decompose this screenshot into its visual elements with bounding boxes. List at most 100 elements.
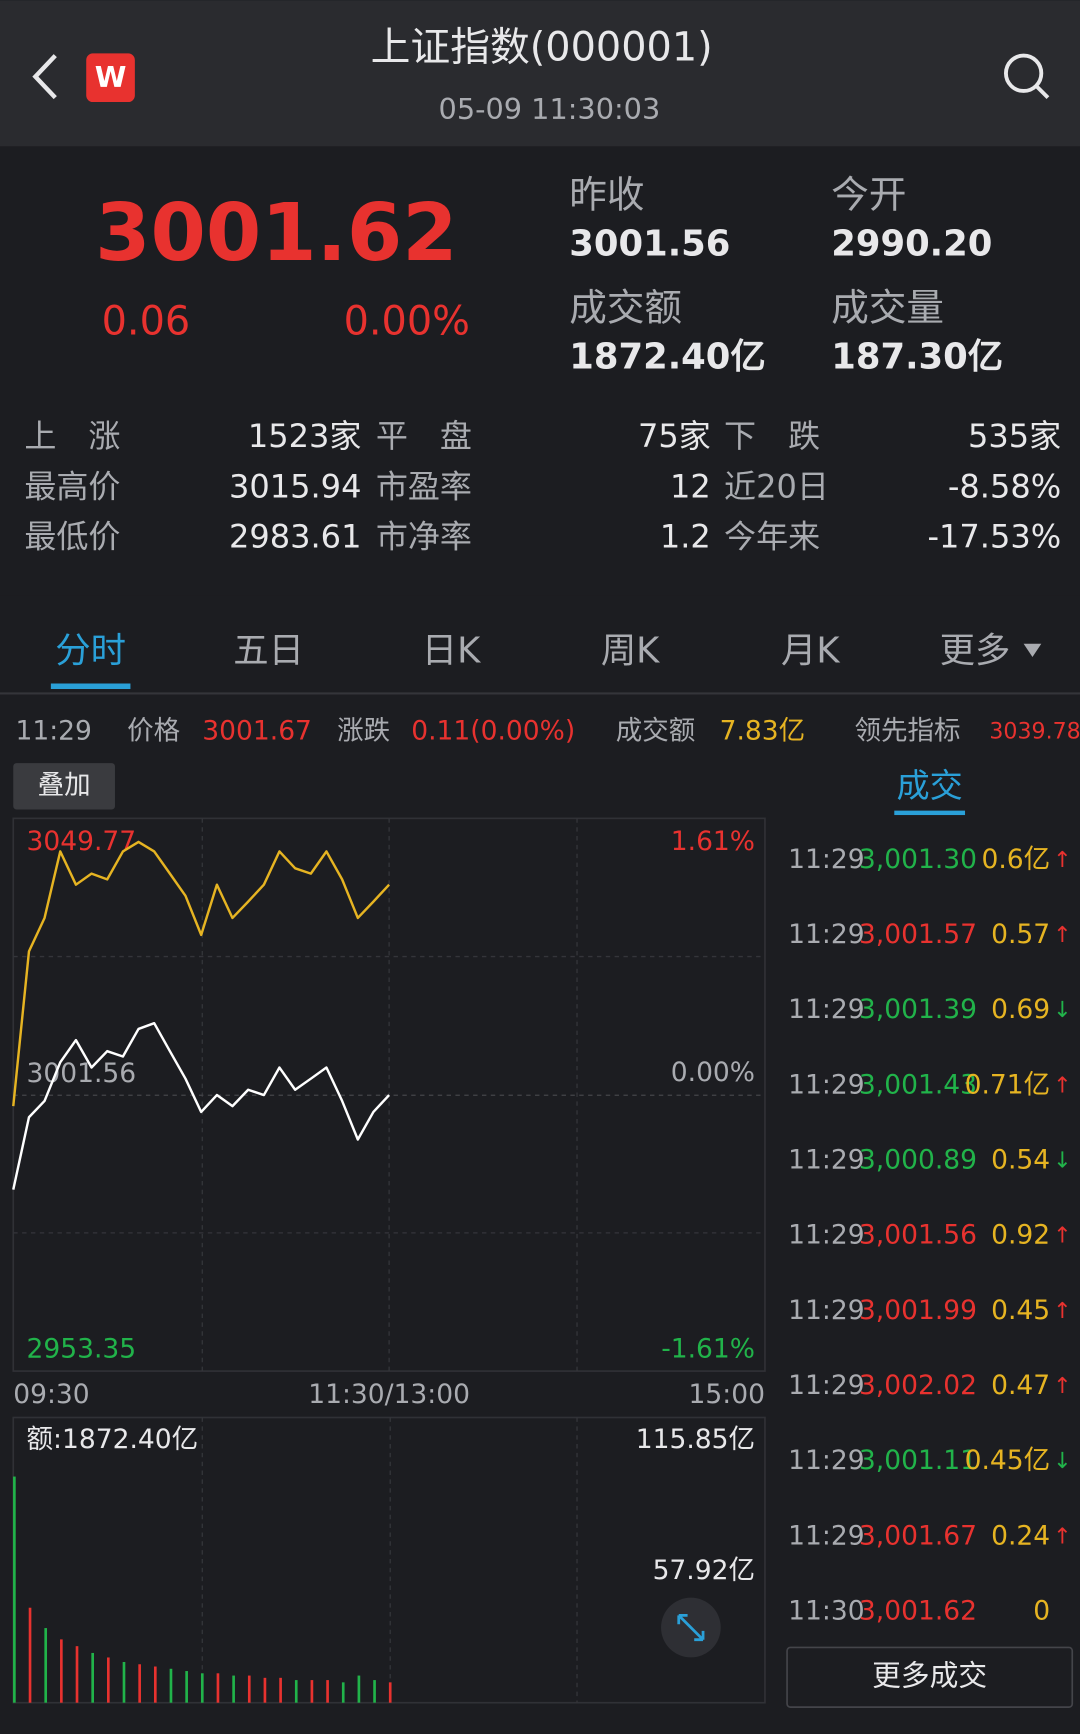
crosshair-change-label: 涨跌 bbox=[337, 716, 390, 747]
trade-time: 11:29 bbox=[788, 1295, 864, 1326]
stat-value: 2990.20 bbox=[831, 224, 992, 265]
volume-bar bbox=[247, 1675, 251, 1703]
trade-price: 3,001.56 bbox=[859, 1220, 977, 1251]
volume-bar bbox=[13, 1476, 16, 1703]
price-change: 0.06 bbox=[102, 299, 191, 345]
trade-time: 11:30 bbox=[788, 1596, 864, 1627]
market-label: 市净率 bbox=[376, 518, 472, 556]
tab[interactable]: 月K bbox=[781, 631, 840, 672]
volume-bar bbox=[373, 1680, 376, 1703]
trade-volume: 0.71亿 bbox=[965, 1069, 1051, 1100]
volume-bar bbox=[122, 1661, 126, 1703]
tab[interactable]: 分时 bbox=[55, 631, 126, 672]
last-price: 3001.62 bbox=[95, 186, 457, 279]
stat-label: 成交额 bbox=[569, 285, 682, 329]
more-trades-label: 更多成交 bbox=[872, 1658, 987, 1692]
trade-volume: 0.6亿 bbox=[981, 844, 1050, 875]
header-bar bbox=[0, 0, 1080, 147]
search-button[interactable] bbox=[1004, 53, 1050, 99]
trade-price: 3,000.89 bbox=[859, 1145, 977, 1176]
crosshair-lead: 3039.78 bbox=[989, 719, 1080, 745]
trade-price: 3,001.62 bbox=[859, 1596, 977, 1627]
y-min-label: 2953.35 bbox=[27, 1334, 137, 1365]
price-line bbox=[12, 1021, 391, 1190]
trade-price: 3,001.99 bbox=[859, 1295, 977, 1326]
trade-price: 3,001.43 bbox=[859, 1069, 977, 1100]
volume-bar bbox=[388, 1682, 392, 1703]
crosshair-price-label: 价格 bbox=[127, 716, 180, 747]
market-value: -17.53% bbox=[927, 518, 1061, 556]
volume-bar bbox=[279, 1677, 282, 1703]
trade-time: 11:29 bbox=[788, 844, 864, 875]
market-value: -8.58% bbox=[948, 467, 1061, 505]
crosshair-time: 11:29 bbox=[15, 716, 91, 747]
market-value: 535家 bbox=[968, 417, 1061, 455]
back-button[interactable] bbox=[32, 54, 57, 100]
volume-bar bbox=[232, 1675, 235, 1703]
more-caret bbox=[1023, 643, 1042, 657]
trades-tab-underline bbox=[894, 810, 966, 816]
expand-button[interactable] bbox=[661, 1597, 721, 1658]
volume-bar bbox=[107, 1657, 110, 1703]
stat-label: 昨收 bbox=[569, 173, 644, 217]
market-label: 平 盘 bbox=[376, 417, 472, 455]
trade-time: 11:29 bbox=[788, 1445, 864, 1476]
volume-bar bbox=[153, 1666, 157, 1703]
trade-price: 3,002.02 bbox=[859, 1370, 977, 1401]
tab-bar bbox=[0, 595, 1080, 695]
grid bbox=[13, 818, 765, 1703]
trade-volume: 0.57 bbox=[991, 919, 1050, 950]
volume-bar bbox=[263, 1677, 267, 1703]
trade-volume: 0.69 bbox=[991, 994, 1050, 1025]
crosshair-lead-label: 领先指标 bbox=[854, 716, 960, 747]
market-value: 3015.94 bbox=[229, 467, 362, 505]
volume-bar bbox=[200, 1673, 204, 1703]
trade-volume: 0.92 bbox=[991, 1220, 1050, 1251]
trade-price: 3,001.11 bbox=[859, 1445, 977, 1476]
market-label: 近20日 bbox=[724, 467, 829, 505]
page-title: 上证指数(000001) bbox=[371, 25, 713, 71]
trade-time: 11:29 bbox=[788, 1370, 864, 1401]
app-icon[interactable] bbox=[86, 53, 135, 103]
volume-bar bbox=[169, 1668, 173, 1703]
volume-bar bbox=[185, 1671, 188, 1703]
trade-arrow: ↑ bbox=[1053, 922, 1072, 948]
volume-total: 额:1872.40亿 bbox=[27, 1424, 199, 1455]
volume-bar bbox=[310, 1680, 314, 1703]
trade-time: 11:29 bbox=[788, 919, 864, 950]
market-value: 2983.61 bbox=[229, 518, 362, 556]
volume-bar bbox=[44, 1628, 48, 1703]
trade-time: 11:29 bbox=[788, 1220, 864, 1251]
volume-bar bbox=[91, 1652, 94, 1703]
pct-top: 1.61% bbox=[671, 826, 755, 857]
tab[interactable]: 更多 bbox=[940, 631, 1011, 672]
market-value: 1.2 bbox=[660, 518, 711, 556]
volume-tick-label: 57.92亿 bbox=[653, 1555, 755, 1586]
trade-volume: 0.45 bbox=[991, 1295, 1050, 1326]
crosshair-amount-label: 成交额 bbox=[616, 716, 696, 747]
tab[interactable]: 五日 bbox=[233, 631, 304, 672]
market-value: 12 bbox=[670, 467, 711, 505]
tab-underline bbox=[50, 683, 131, 690]
trade-time: 11:29 bbox=[788, 1520, 864, 1551]
volume-bar bbox=[357, 1675, 361, 1703]
x-tick-label: 09:30 bbox=[13, 1379, 89, 1410]
update-time: 05-09 11:30:03 bbox=[439, 92, 661, 126]
overlay-button-label: 叠加 bbox=[38, 770, 91, 801]
more-trades-button[interactable] bbox=[786, 1646, 1074, 1708]
market-value: 75家 bbox=[638, 417, 711, 455]
tab[interactable]: 周K bbox=[601, 631, 660, 672]
tab[interactable]: 日K bbox=[422, 631, 481, 672]
price-change-pct: 0.00% bbox=[344, 299, 470, 345]
stat-label: 今开 bbox=[831, 173, 906, 217]
trades-tab[interactable]: 成交 bbox=[897, 766, 963, 805]
trade-arrow: ↑ bbox=[1053, 1523, 1072, 1549]
trade-price: 3,001.30 bbox=[859, 844, 977, 875]
trade-arrow: ↑ bbox=[1053, 1223, 1072, 1249]
overlay-button[interactable] bbox=[13, 763, 115, 810]
stat-value: 3001.56 bbox=[569, 224, 730, 265]
trade-volume: 0.45亿 bbox=[965, 1445, 1051, 1476]
volume-bar bbox=[138, 1664, 141, 1703]
